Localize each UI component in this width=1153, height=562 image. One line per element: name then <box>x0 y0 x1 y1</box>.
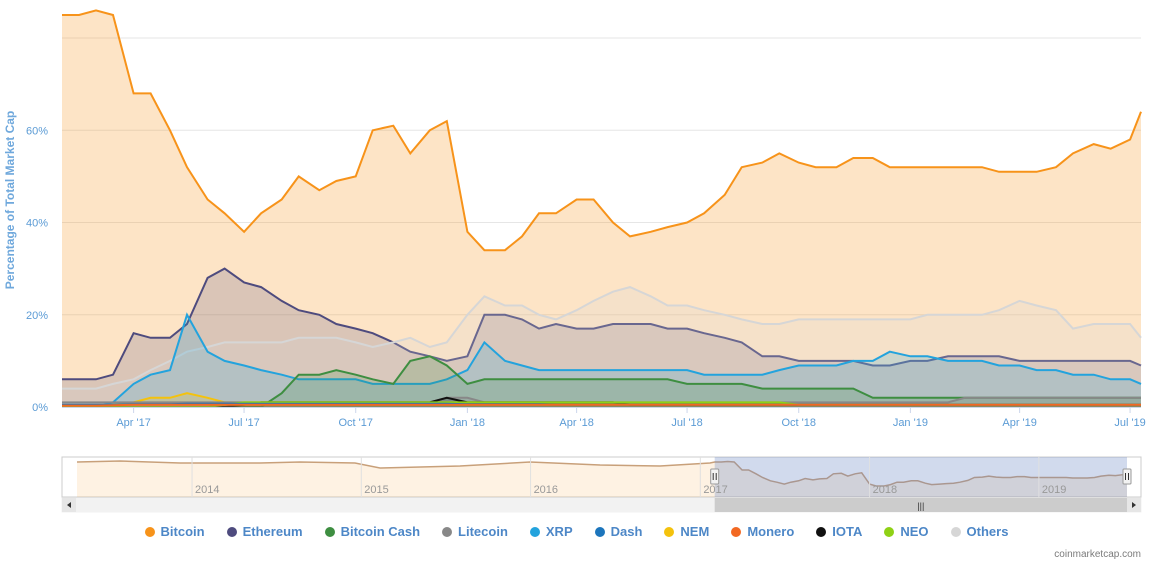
y-axis-title: Percentage of Total Market Cap <box>3 111 17 290</box>
legend-item-iota[interactable]: IOTA <box>816 524 862 539</box>
x-tick-label: Jul '17 <box>228 417 259 429</box>
legend-dot-icon <box>816 527 827 537</box>
x-tick-label: Apr '19 <box>1002 417 1037 429</box>
legend-label: Bitcoin <box>160 524 205 539</box>
legend-label: Bitcoin Cash <box>340 524 421 539</box>
market-dominance-chart: Apr '17 Jul '17 Oct '17 Jan '18 Apr '18 Jul '… <box>3 9 1146 513</box>
series-line-monero <box>62 403 1141 407</box>
legend: Bitcoin Ethereum Bitcoin Cash Litecoin XRP Da… <box>0 524 1153 539</box>
legend-dot-icon <box>884 527 895 537</box>
series-line-others <box>62 286 1142 390</box>
x-tick-label: Jan '18 <box>450 417 485 429</box>
x-tick-label: Oct '17 <box>338 417 373 429</box>
y-tick-label: 20% <box>26 310 48 322</box>
legend-dot-icon <box>144 527 155 537</box>
legend-label: Others <box>966 524 1009 539</box>
navigator-tick-label: 2014 <box>195 484 219 496</box>
series-line-ethereum <box>62 267 1142 381</box>
x-tick-label: Jan '19 <box>893 417 928 429</box>
x-tick-label: Apr '18 <box>559 417 594 429</box>
navigator-tick-label: 2017 <box>703 484 727 496</box>
legend-dot-icon <box>594 527 605 537</box>
navigator-tick-label: 2019 <box>1042 484 1066 496</box>
y-tick-label: 0% <box>32 402 48 414</box>
svg-text:|||: ||| <box>917 501 924 511</box>
legend-dot-icon <box>950 527 961 537</box>
navigator-handle-left[interactable] <box>710 468 720 485</box>
series-area-bitcoin <box>62 10 1141 408</box>
navigator-selection[interactable] <box>714 457 1127 497</box>
legend-dot-icon <box>324 527 335 537</box>
legend-label: Litecoin <box>458 524 508 539</box>
legend-item-ethereum[interactable]: Ethereum <box>226 524 303 539</box>
legend-item-others[interactable]: Others <box>950 524 1009 539</box>
y-tick-label: 40% <box>26 218 48 230</box>
series-line-xrp <box>62 312 1142 408</box>
navigator-tick-label: 2016 <box>534 484 558 496</box>
x-axis: Apr '17 Jul '17 Oct '17 Jan '18 Apr '18 Jul '… <box>62 407 1146 429</box>
legend-label: Monero <box>747 524 795 539</box>
legend-dot-icon <box>442 527 453 537</box>
navigator-handle-right[interactable] <box>1122 468 1132 485</box>
x-tick-label: Oct '18 <box>781 417 816 429</box>
navigator[interactable]: 2014 2015 2016 2017 2018 2019 ||| <box>61 456 1142 513</box>
x-tick-label: Jul '19 <box>1114 417 1145 429</box>
navigator-series-line <box>76 460 1128 487</box>
navigator-area <box>77 461 1127 497</box>
legend-item-bitcoin[interactable]: Bitcoin <box>144 524 205 539</box>
legend-item-nem[interactable]: NEM <box>664 524 709 539</box>
legend-item-bitcoin-cash[interactable]: Bitcoin Cash <box>324 524 421 539</box>
y-tick-label: 60% <box>26 125 48 137</box>
legend-item-neo[interactable]: NEO <box>884 524 929 539</box>
navigator-tick-label: 2015 <box>364 484 388 496</box>
x-tick-label: Apr '17 <box>116 417 151 429</box>
y-axis: 0% 20% 40% 60% <box>26 125 48 414</box>
legend-label: Ethereum <box>242 524 303 539</box>
scroll-right-button[interactable] <box>1127 498 1141 512</box>
legend-label: Dash <box>610 524 643 539</box>
series-area-xrp <box>62 314 1141 407</box>
x-tick-label: Jul '18 <box>671 417 702 429</box>
legend-item-litecoin[interactable]: Litecoin <box>442 524 508 539</box>
legend-dot-icon <box>664 527 675 537</box>
legend-label: NEM <box>680 524 710 539</box>
legend-dot-icon <box>529 527 540 537</box>
series-group <box>62 9 1142 408</box>
navigator-tick-label: 2018 <box>873 484 897 496</box>
series-line-bitcoin <box>62 9 1142 252</box>
scroll-left-button[interactable] <box>62 498 76 512</box>
legend-label: XRP <box>545 524 573 539</box>
legend-label: IOTA <box>832 524 863 539</box>
legend-label: NEO <box>900 524 929 539</box>
series-area-others <box>62 287 1141 407</box>
navigator-scrollbar[interactable]: ||| <box>61 497 1142 513</box>
series-area-bitcoin-cash <box>62 356 1141 407</box>
legend-dot-icon <box>731 527 742 537</box>
legend-item-dash[interactable]: Dash <box>594 524 643 539</box>
legend-item-monero[interactable]: Monero <box>731 524 794 539</box>
legend-dot-icon <box>226 527 237 537</box>
series-area-ethereum <box>62 268 1141 407</box>
credits-link[interactable]: coinmarketcap.com <box>1054 549 1141 560</box>
legend-item-xrp[interactable]: XRP <box>529 524 573 539</box>
